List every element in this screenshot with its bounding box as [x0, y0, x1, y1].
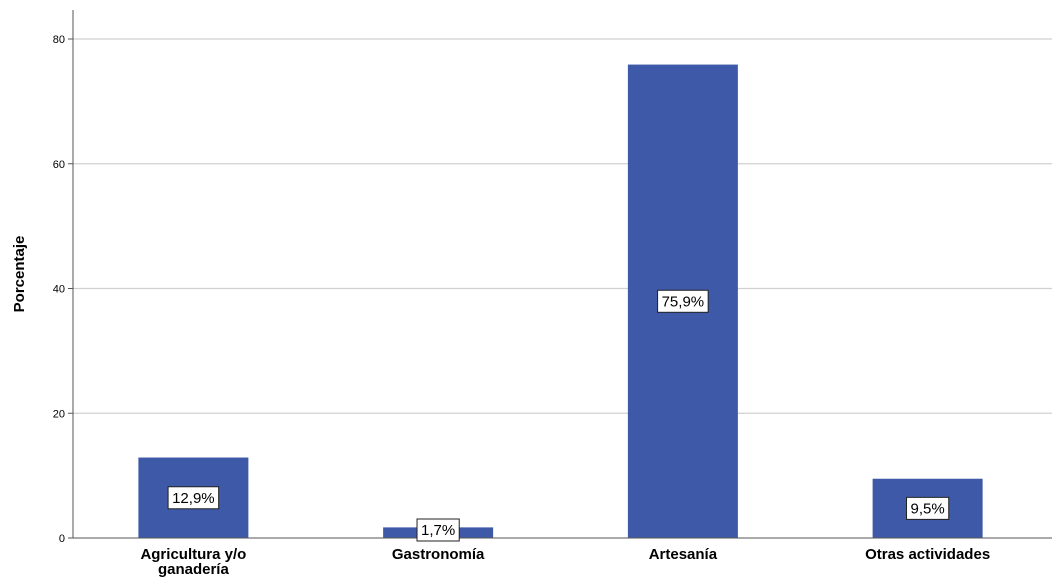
- data-labels: 12,9% 1,7% 75,9% 9,5%: [167, 289, 950, 542]
- data-label-text: 1,7%: [421, 522, 455, 539]
- data-label-text: 9,5%: [911, 500, 945, 517]
- axes: Porcentaje: [11, 10, 1052, 539]
- x-tick-label: Artesanía: [649, 546, 718, 563]
- bars: [138, 64, 983, 538]
- data-label: 12,9%: [167, 486, 220, 510]
- data-label-box: [167, 486, 220, 510]
- data-label-text: 75,9%: [662, 293, 705, 310]
- data-label-box: [906, 496, 950, 520]
- gridlines: [73, 38, 1052, 414]
- x-tick-label: Gastronomía: [392, 546, 485, 563]
- y-tick-label: 40: [53, 284, 65, 296]
- x-tick-label: Agricultura y/o ganadería: [140, 546, 246, 578]
- x-tick-labels: Agricultura y/o ganadería Gastronomía Artes…: [140, 546, 990, 578]
- y-axis-title: Porcentaje: [11, 236, 28, 313]
- y-tick-label: 60: [53, 159, 65, 171]
- data-label: 75,9%: [657, 289, 709, 313]
- y-tick-label: 20: [53, 408, 65, 420]
- data-label: 9,5%: [906, 496, 950, 520]
- x-tick-label: Otras actividades: [865, 546, 990, 563]
- y-tick-labels: 0 20 40 60 80: [53, 34, 73, 545]
- data-label-text: 12,9%: [172, 490, 215, 507]
- y-tick-label: 0: [59, 533, 65, 545]
- data-label: 1,7%: [416, 518, 460, 542]
- data-label-box: [416, 518, 460, 542]
- data-label-box: [657, 289, 709, 313]
- y-tick-label: 80: [53, 34, 65, 46]
